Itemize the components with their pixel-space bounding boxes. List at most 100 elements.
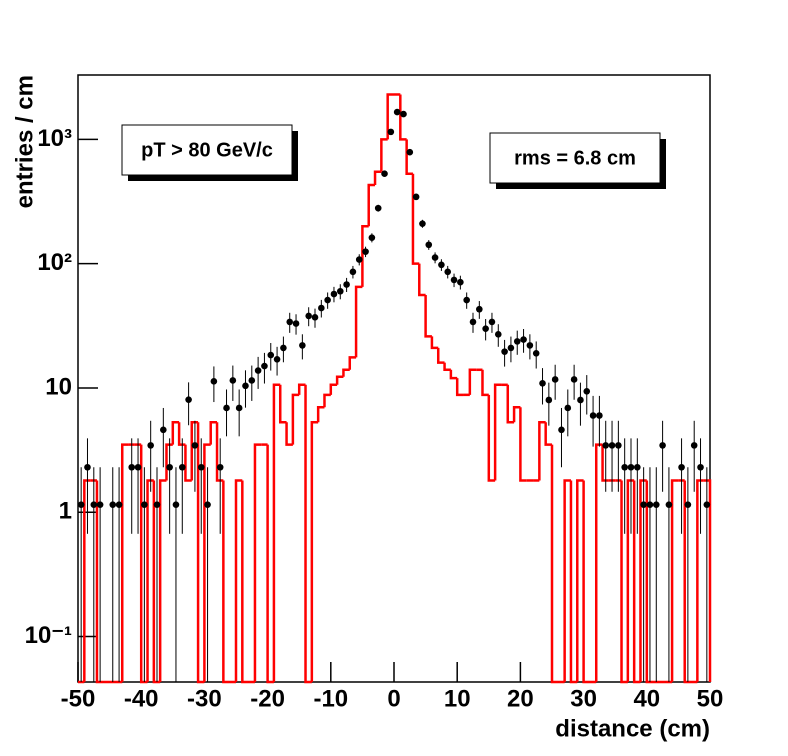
x-tick-label: -10 — [313, 685, 348, 712]
data-point — [608, 442, 616, 449]
histogram-bin — [165, 443, 173, 481]
histogram-bin — [158, 479, 167, 682]
y-tick-label: 1 — [59, 498, 72, 525]
data-point — [254, 367, 262, 374]
data-point — [387, 128, 395, 136]
histogram-bin — [285, 422, 293, 446]
histogram-bin — [297, 383, 306, 395]
histogram-bin — [519, 407, 527, 482]
histogram-bin — [563, 479, 571, 682]
histogram-bin — [291, 393, 300, 445]
data-point — [539, 379, 546, 387]
x-tick-label: 0 — [387, 685, 400, 712]
histogram-bin — [703, 479, 712, 682]
data-point — [242, 382, 249, 390]
histogram-bin — [639, 479, 647, 682]
histogram-bin — [177, 422, 186, 446]
histogram-bin — [487, 394, 496, 482]
data-point — [267, 351, 275, 359]
histogram-bin — [645, 480, 654, 684]
histogram-bin — [373, 170, 382, 185]
data-point — [172, 501, 180, 508]
histogram-bin — [152, 480, 161, 684]
histogram-bin — [253, 443, 262, 682]
data-point — [292, 320, 300, 327]
histogram-bin — [449, 369, 458, 380]
data-point — [362, 248, 369, 255]
data-point — [235, 404, 243, 412]
histogram-bin — [544, 422, 552, 446]
data-point — [248, 377, 256, 384]
annotation-box — [489, 132, 661, 184]
x-tick-label: 20 — [507, 685, 534, 712]
histogram-bin — [272, 383, 281, 682]
data-point — [210, 378, 218, 385]
data-point — [665, 501, 673, 508]
data-point — [570, 376, 578, 383]
y-tick-label: 10² — [37, 249, 72, 276]
histogram-bin — [670, 479, 679, 682]
data-point — [368, 234, 376, 241]
data-point — [96, 501, 104, 508]
histogram-bin — [266, 444, 274, 684]
histogram-bin — [481, 369, 489, 397]
data-point — [564, 404, 572, 412]
histogram-bin — [190, 420, 199, 481]
data-point — [374, 204, 382, 212]
data-point — [166, 463, 173, 471]
x-tick-label: -20 — [250, 685, 285, 712]
x-tick-label: 50 — [697, 685, 724, 712]
data-point — [621, 463, 628, 471]
histogram-bin — [418, 263, 426, 297]
data-point — [507, 344, 515, 352]
histogram-bin — [184, 444, 192, 482]
data-point — [494, 331, 502, 338]
histogram-bin — [455, 378, 464, 397]
histogram-bin — [120, 443, 129, 682]
data-point — [450, 276, 458, 284]
histogram-bin — [512, 405, 521, 423]
annotation: rms = 6.8 cm — [514, 147, 636, 169]
annotation: pT > 80 GeV/c — [141, 139, 273, 161]
data-point — [482, 325, 489, 332]
histogram-bin — [348, 356, 357, 370]
x-tick-label: -40 — [124, 685, 159, 712]
data-point — [532, 350, 540, 357]
histogram-bin — [304, 384, 312, 684]
histogram-bin — [399, 94, 407, 141]
data-point — [84, 463, 91, 471]
data-point — [558, 426, 565, 434]
data-point — [444, 268, 452, 276]
data-point — [305, 312, 312, 320]
histogram-bin — [234, 479, 243, 682]
histogram-bin — [411, 173, 420, 265]
data-point — [488, 318, 496, 326]
data-point — [299, 342, 306, 349]
histogram-bin — [361, 225, 369, 287]
histogram-bin — [203, 443, 211, 682]
histogram-bin — [215, 422, 224, 482]
data-point — [703, 501, 711, 508]
data-point — [197, 463, 205, 471]
data-point — [273, 356, 281, 363]
histogram-bin — [83, 479, 91, 682]
histogram-bin — [405, 139, 413, 175]
annotation-box — [121, 124, 293, 176]
x-tick-label: -30 — [187, 685, 222, 712]
data-point — [690, 442, 698, 449]
histogram-bin — [424, 294, 432, 338]
histogram-bin — [493, 383, 502, 481]
histogram-bin — [146, 479, 154, 682]
data-point — [191, 442, 199, 449]
histogram-bin — [310, 420, 319, 682]
histogram-bin — [380, 138, 388, 172]
histogram-bin — [594, 443, 603, 682]
data-point — [457, 278, 464, 286]
data-point — [659, 442, 666, 449]
data-point — [577, 396, 584, 404]
histogram-bin — [241, 480, 249, 684]
data-point — [77, 501, 85, 508]
data-point — [185, 396, 192, 403]
x-tick-label: 40 — [633, 685, 660, 712]
